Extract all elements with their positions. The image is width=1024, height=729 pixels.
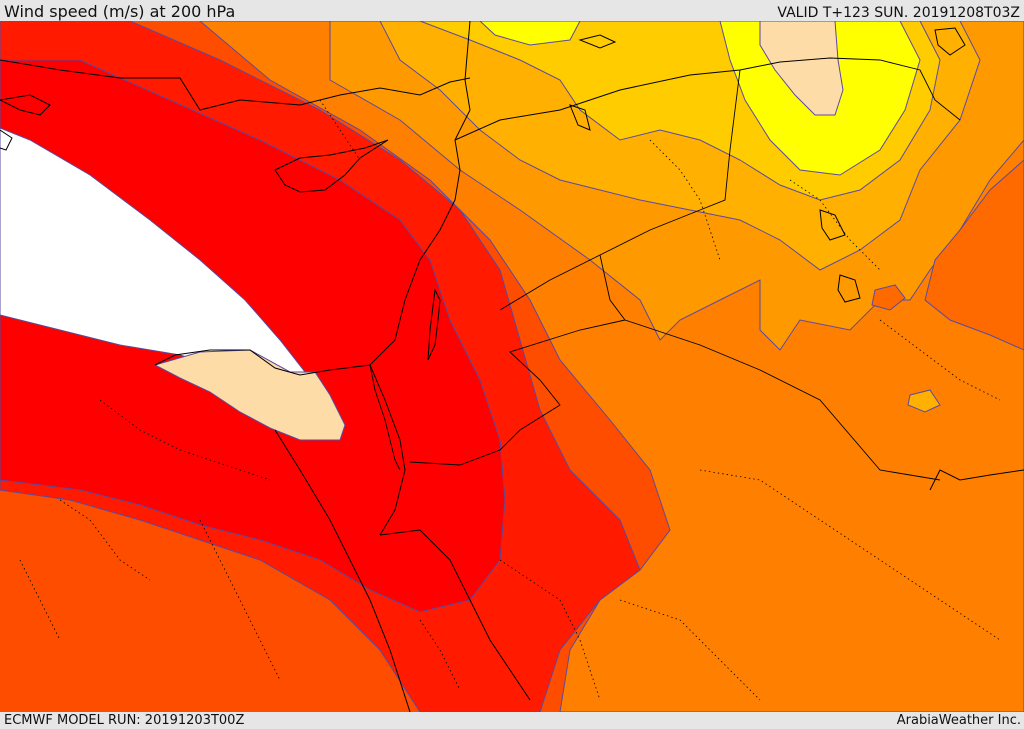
model-run-label: ECMWF MODEL RUN: 20191203T00Z [4,713,245,728]
persian-gulf [929,469,1024,491]
footer-bar: ECMWF MODEL RUN: 20191203T00Z ArabiaWeat… [0,712,1024,729]
internal-borders [19,99,1001,701]
band-orange-blob [871,284,906,311]
country-borders [369,57,961,481]
cyprus [274,139,389,193]
band-tan-north [759,21,844,116]
wind-speed-map [0,21,1024,712]
chart-title: Wind speed (m/s) at 200 hPa [4,2,236,21]
coastlines [0,21,1024,712]
valid-time: VALID T+123 SUN. 20191208T03Z [777,5,1020,21]
band-tan-egypt [153,349,346,441]
header-bar: Wind speed (m/s) at 200 hPa VALID T+123 … [0,0,1024,21]
band-yellow-small [479,21,581,46]
provider-label: ArabiaWeather Inc. [896,713,1021,728]
band-orange-east [924,159,1024,351]
gulf-aqaba [427,288,441,361]
band-gold-blob [907,389,941,413]
